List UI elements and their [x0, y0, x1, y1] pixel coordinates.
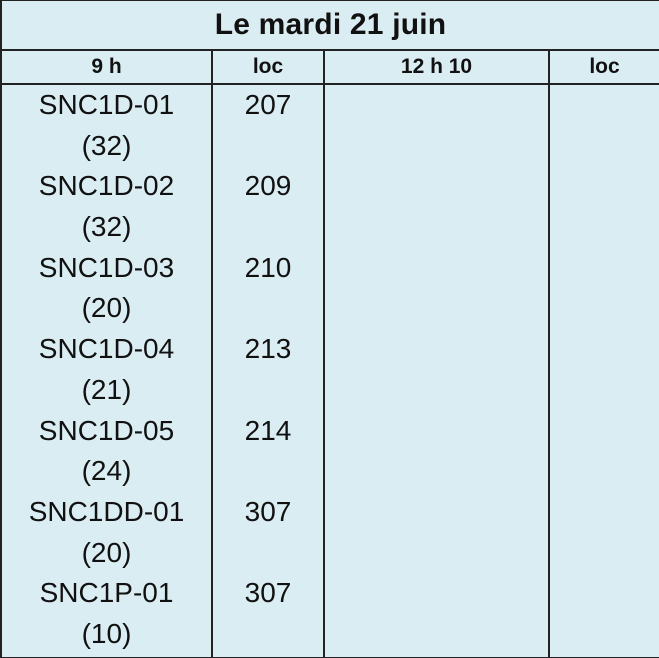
room-number: 207 — [244, 89, 292, 120]
course-entry: SNC1D-04 (21) — [2, 329, 211, 410]
morning-room-column: 207 209 210 213 214 307 307 — [212, 84, 325, 658]
room-number: 209 — [244, 170, 292, 202]
room-number: 307 — [244, 495, 292, 527]
header-loc-2: loc — [549, 50, 659, 85]
room-entry: 307 — [213, 573, 323, 654]
header-loc-1: loc — [212, 50, 325, 85]
student-count: (21) — [81, 373, 132, 405]
room-entry: 214 — [213, 411, 323, 492]
course-entry: SNC1D-01 (32) — [2, 85, 211, 166]
room-entry: 209 — [213, 166, 323, 247]
room-entry: 207 — [213, 85, 323, 166]
morning-course-column: SNC1D-01 (32) SNC1D-02 (32) SNC1D-03 (20… — [0, 84, 213, 658]
course-code: SNC1D-01 — [38, 89, 175, 120]
course-entry: SNC1D-05 (24) — [2, 411, 211, 492]
course-code: SNC1D-02 — [38, 170, 175, 202]
room-number: 213 — [244, 333, 292, 365]
room-entry: 213 — [213, 329, 323, 410]
course-entry: SNC1DD-01 (20) — [2, 492, 211, 573]
course-code: SNC1D-05 — [38, 414, 175, 446]
header-time-9h: 9 h — [0, 50, 213, 85]
afternoon-course-column — [324, 84, 550, 658]
student-count: (20) — [81, 292, 132, 324]
student-count: (24) — [81, 455, 132, 487]
afternoon-room-column — [549, 84, 659, 658]
room-number: 214 — [244, 414, 292, 446]
course-entry: SNC1D-02 (32) — [2, 166, 211, 247]
course-entry: SNC1P-01 (10) — [2, 573, 211, 654]
room-entry: 210 — [213, 248, 323, 329]
room-number: 307 — [244, 577, 292, 609]
room-entry: 307 — [213, 492, 323, 573]
header-time-12h10: 12 h 10 — [324, 50, 550, 85]
header-row: 9 h loc 12 h 10 loc — [0, 50, 659, 85]
schedule-body-row: SNC1D-01 (32) SNC1D-02 (32) SNC1D-03 (20… — [0, 84, 659, 658]
course-code: SNC1D-03 — [38, 251, 175, 283]
student-count: (10) — [81, 618, 132, 650]
student-count: (32) — [81, 211, 132, 243]
room-number: 210 — [244, 251, 292, 283]
student-count: (20) — [81, 536, 132, 568]
course-entry: SNC1D-03 (20) — [2, 248, 211, 329]
student-count: (32) — [81, 129, 132, 161]
schedule-title: Le mardi 21 juin — [0, 0, 659, 51]
course-code: SNC1D-04 — [38, 333, 175, 365]
course-code: SNC1DD-01 — [28, 495, 185, 527]
course-code: SNC1P-01 — [39, 577, 174, 609]
